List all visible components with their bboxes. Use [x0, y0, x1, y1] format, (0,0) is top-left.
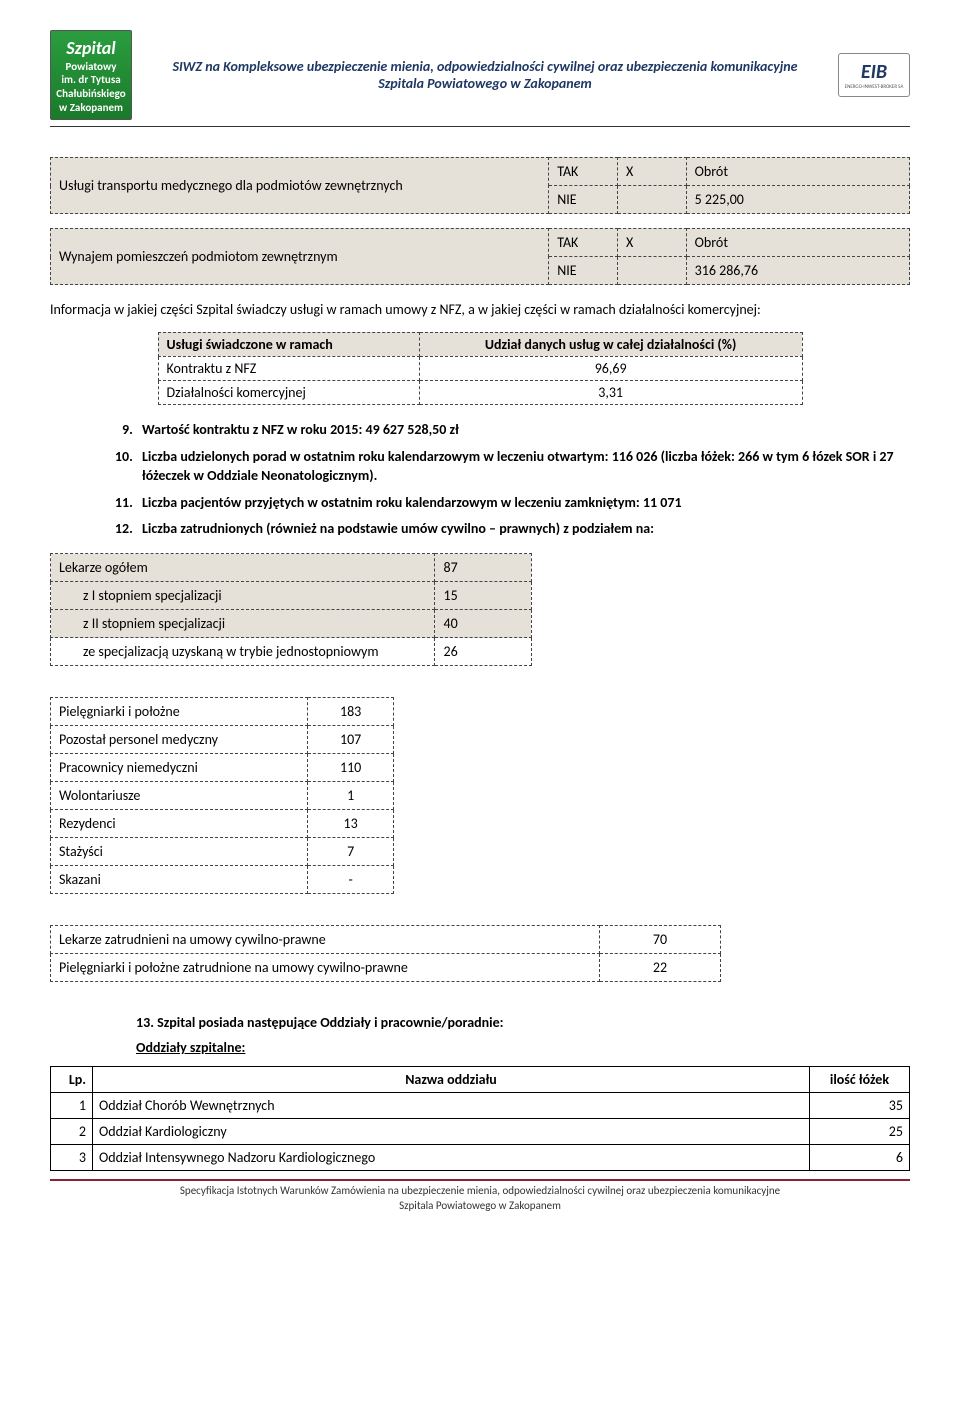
staff-label: z I stopniem specjalizacji: [51, 582, 435, 610]
cell-tak: TAK: [549, 158, 618, 186]
cell-mark: [617, 257, 686, 285]
staff-value: 1: [308, 782, 394, 810]
dept-beds: 25: [810, 1119, 910, 1145]
eib-logo: EIB ENERGO-INWEST-BROKER SA: [838, 53, 910, 97]
footer-line-2: Szpitala Powiatowego w Zakopanem: [50, 1199, 910, 1213]
dept-beds: 6: [810, 1145, 910, 1171]
cell-mark: [617, 186, 686, 214]
staff-value: 7: [308, 838, 394, 866]
cell-value: Obrót: [686, 158, 909, 186]
list-item-11: Liczba pacjentów przyjętych w ostatnim r…: [136, 494, 910, 513]
section-13-heading: 13. Szpital posiada następujące Oddziały…: [136, 1014, 910, 1031]
dept-beds: 35: [810, 1093, 910, 1119]
cell-tak: TAK: [549, 229, 618, 257]
share-table: Usługi świadczone w ramach Udział danych…: [158, 332, 803, 405]
cell-nie: NIE: [549, 257, 618, 285]
footer-line-1: Specyfikacja Istotnych Warunków Zamówien…: [50, 1184, 910, 1198]
staff-table-doctors: Lekarze ogółem87z I stopniem specjalizac…: [50, 553, 532, 666]
departments-table: Lp. Nazwa oddziału ilość łóżek 1Oddział …: [50, 1066, 910, 1171]
staff-value: 13: [308, 810, 394, 838]
service-label: Wynajem pomieszczeń podmiotom zewnętrzny…: [51, 229, 549, 285]
dept-header-lp: Lp.: [51, 1067, 93, 1093]
staff-label: Pozostał personel medyczny: [51, 726, 308, 754]
cell-value: Obrót: [686, 229, 909, 257]
share-header-2: Udział danych usług w całej działalności…: [419, 332, 802, 356]
staff-value: 87: [435, 554, 531, 582]
dept-lp: 1: [51, 1093, 93, 1119]
cell-mark: X: [617, 158, 686, 186]
info-paragraph: Informacja w jakiej części Szpital świad…: [50, 301, 910, 320]
page-header: Szpital Powiatowy im. dr Tytusa Chałubiń…: [50, 30, 910, 127]
dept-header-beds: ilość łóżek: [810, 1067, 910, 1093]
staff-table-contracts: Lekarze zatrudnieni na umowy cywilno-pra…: [50, 925, 721, 982]
dept-name: Oddział Intensywnego Nadzoru Kardiologic…: [93, 1145, 810, 1171]
staff-value: -: [308, 866, 394, 894]
staff-value: 40: [435, 610, 531, 638]
dept-name: Oddział Chorób Wewnętrznych: [93, 1093, 810, 1119]
staff-value: 70: [600, 926, 721, 954]
staff-value: 183: [308, 698, 394, 726]
staff-label: ze specjalizacją uzyskaną w trybie jedno…: [51, 638, 435, 666]
cell-value: 5 225,00: [686, 186, 909, 214]
staff-label: Pielęgniarki i położne zatrudnione na um…: [51, 954, 600, 982]
staff-value: 22: [600, 954, 721, 982]
staff-label: Skazani: [51, 866, 308, 894]
list-item-12: Liczba zatrudnionych (również na podstaw…: [136, 520, 910, 539]
staff-label: Lekarze ogółem: [51, 554, 435, 582]
staff-table-other: Pielęgniarki i położne183Pozostał person…: [50, 697, 394, 894]
dept-header-name: Nazwa oddziału: [93, 1067, 810, 1093]
numbered-list: Wartość kontraktu z NFZ w roku 2015: 49 …: [136, 421, 910, 539]
list-item-10: Liczba udzielonych porad w ostatnim roku…: [136, 448, 910, 486]
cell-nie: NIE: [549, 186, 618, 214]
section-13-sub: Oddziały szpitalne:: [136, 1039, 910, 1056]
staff-label: Pielęgniarki i położne: [51, 698, 308, 726]
list-item-9: Wartość kontraktu z NFZ w roku 2015: 49 …: [136, 421, 910, 440]
staff-value: 26: [435, 638, 531, 666]
dept-lp: 3: [51, 1145, 93, 1171]
staff-label: Lekarze zatrudnieni na umowy cywilno-pra…: [51, 926, 600, 954]
share-row-label: Działalności komercyjnej: [158, 380, 419, 404]
staff-value: 110: [308, 754, 394, 782]
cell-value: 316 286,76: [686, 257, 909, 285]
staff-label: Rezydenci: [51, 810, 308, 838]
service-table-transport: Usługi transportu medycznego dla podmiot…: [50, 157, 910, 214]
page-footer: Specyfikacja Istotnych Warunków Zamówien…: [50, 1179, 910, 1213]
share-row-val: 96,69: [419, 356, 802, 380]
dept-name: Oddział Kardiologiczny: [93, 1119, 810, 1145]
dept-lp: 2: [51, 1119, 93, 1145]
section-13: 13. Szpital posiada następujące Oddziały…: [136, 1014, 910, 1056]
service-label: Usługi transportu medycznego dla podmiot…: [51, 158, 549, 214]
hospital-logo: Szpital Powiatowy im. dr Tytusa Chałubiń…: [50, 30, 132, 120]
staff-label: Stażyści: [51, 838, 308, 866]
service-table-rental: Wynajem pomieszczeń podmiotom zewnętrzny…: [50, 228, 910, 285]
cell-mark: X: [617, 229, 686, 257]
share-header-1: Usługi świadczone w ramach: [158, 332, 419, 356]
share-row-val: 3,31: [419, 380, 802, 404]
staff-label: Pracownicy niemedyczni: [51, 754, 308, 782]
document-title: SIWZ na Kompleksowe ubezpieczenie mienia…: [132, 58, 838, 92]
staff-label: Wolontariusze: [51, 782, 308, 810]
staff-value: 15: [435, 582, 531, 610]
staff-label: z II stopniem specjalizacji: [51, 610, 435, 638]
share-row-label: Kontraktu z NFZ: [158, 356, 419, 380]
staff-value: 107: [308, 726, 394, 754]
